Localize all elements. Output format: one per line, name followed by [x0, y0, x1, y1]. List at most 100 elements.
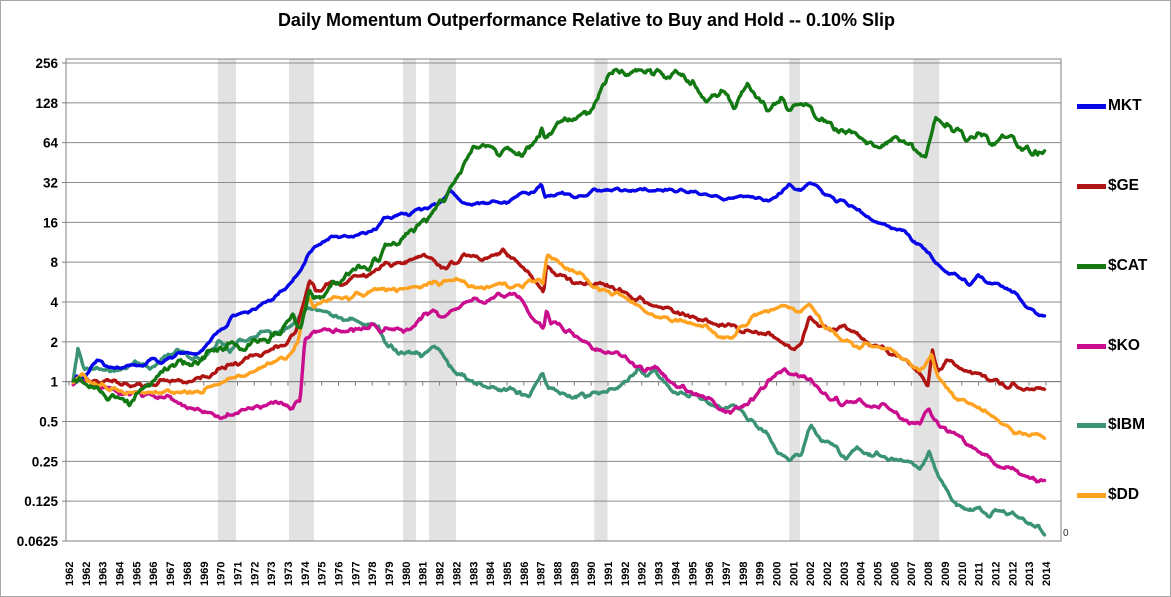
legend-line-swatch — [1077, 343, 1106, 349]
legend-label: MKT — [1108, 97, 1142, 114]
x-tick-label: 2012 — [991, 562, 1003, 586]
x-tick-label: 1978 — [367, 562, 379, 586]
x-tick-label: 1966 — [148, 562, 160, 586]
x-tick-label: 1964 — [115, 561, 127, 586]
x-tick-label: 1982 — [435, 562, 447, 586]
x-tick-label: 2008 — [923, 562, 935, 586]
x-tick-label: 1993 — [654, 562, 666, 586]
x-tick-label: 1999 — [755, 562, 767, 586]
legend-label: $GE — [1108, 177, 1140, 194]
legend-line-swatch — [1077, 103, 1106, 109]
y-tick-label: 64 — [43, 136, 59, 151]
x-tick-label: 1986 — [519, 562, 531, 586]
plot-border — [65, 58, 1062, 542]
axis-corner-label: 0 — [1063, 528, 1069, 539]
recession-band — [594, 59, 608, 541]
x-tick-label: 1979 — [384, 562, 396, 586]
series-line-MKT — [71, 181, 1047, 385]
x-tick-label: 1995 — [687, 562, 699, 586]
x-tick-label: 1968 — [182, 562, 194, 586]
y-tick-label: 4 — [50, 295, 58, 310]
x-tick-label: 1973 — [266, 562, 278, 586]
legend-item-ge: $GE — [1077, 177, 1139, 195]
y-tick-label: 0.0625 — [17, 534, 59, 549]
x-tick-label: 1982 — [451, 562, 463, 586]
x-tick-label: 1992 — [637, 562, 649, 586]
legend-label: $KO — [1108, 337, 1140, 354]
legend-label: $CAT — [1108, 257, 1148, 274]
x-tick-label: 1985 — [502, 562, 514, 586]
legend-label: $DD — [1108, 486, 1140, 503]
legend-line-swatch — [1077, 422, 1106, 428]
x-tick-label: 2013 — [1024, 562, 1036, 586]
x-tick-label: 1987 — [536, 562, 548, 586]
y-tick-label: 1 — [50, 375, 58, 390]
y-tick-label: 0.5 — [39, 415, 58, 430]
x-tick-label: 1997 — [721, 562, 733, 586]
legend-line-swatch — [1077, 183, 1106, 189]
series-line-GE — [71, 247, 1047, 392]
x-tick-label: 1962 — [81, 562, 93, 586]
x-tick-label: 1984 — [485, 561, 497, 586]
y-tick-label: 256 — [35, 56, 58, 71]
x-tick-label: 2014 — [1041, 561, 1053, 586]
legend-line-swatch — [1077, 263, 1106, 269]
x-tick-label: 1990 — [586, 562, 598, 586]
series-line-CAT — [71, 67, 1047, 408]
x-tick-label: 1970 — [216, 562, 228, 586]
x-tick-label: 1973 — [283, 562, 295, 586]
legend-label: $IBM — [1108, 416, 1146, 433]
x-tick-label: 2003 — [839, 562, 851, 586]
y-tick-label: 128 — [35, 96, 58, 111]
x-tick-label: 2012 — [1007, 562, 1019, 586]
x-tick-label: 2002 — [805, 562, 817, 586]
x-tick-label: 2002 — [822, 562, 834, 586]
recession-band — [403, 59, 417, 541]
legend-item-dd: $DD — [1077, 486, 1139, 504]
x-tick-label: 1967 — [165, 562, 177, 586]
x-tick-label: 1989 — [569, 562, 581, 586]
x-tick-label: 2004 — [856, 561, 868, 586]
y-tick-label: 0.125 — [24, 494, 58, 509]
y-tick-label: 8 — [50, 255, 58, 270]
x-tick-label: 1994 — [670, 561, 682, 586]
series-line-DD — [71, 253, 1047, 440]
x-tick-label: 1983 — [468, 562, 480, 586]
x-tick-label: 1977 — [350, 562, 362, 586]
legend-item-ko: $KO — [1077, 337, 1140, 355]
x-tick-label: 1998 — [738, 562, 750, 586]
legend-item-mkt: MKT — [1077, 97, 1142, 115]
x-tick-label: 1975 — [317, 562, 329, 586]
x-tick-label: 1988 — [553, 562, 565, 586]
recession-band — [789, 59, 800, 541]
x-tick-label: 1974 — [300, 561, 312, 586]
x-tick-label: 1981 — [418, 562, 430, 586]
recession-band — [218, 59, 236, 541]
x-tick-label: 1965 — [131, 562, 143, 586]
x-tick-label: 1963 — [98, 562, 110, 586]
x-tick-label: 2010 — [957, 562, 969, 586]
x-tick-label: 1972 — [249, 562, 261, 586]
x-tick-label: 2011 — [974, 562, 986, 586]
legend-line-swatch — [1077, 492, 1106, 498]
y-tick-label: 16 — [43, 215, 59, 230]
x-tick-label: 1969 — [199, 562, 211, 586]
x-tick-label: 1996 — [704, 562, 716, 586]
x-tick-label: 1992 — [620, 562, 632, 586]
x-tick-label: 2006 — [889, 562, 901, 586]
recession-band — [429, 59, 457, 541]
x-tick-label: 1980 — [401, 562, 413, 586]
y-tick-label: 2 — [50, 335, 58, 350]
series-line-KO — [71, 291, 1047, 484]
legend-item-ibm: $IBM — [1077, 416, 1145, 434]
y-tick-label: 32 — [43, 176, 58, 191]
x-tick-label: 2001 — [788, 562, 800, 586]
legend-item-cat: $CAT — [1077, 257, 1147, 275]
chart-title: Daily Momentum Outperformance Relative t… — [277, 10, 896, 30]
x-tick-label: 1976 — [334, 562, 346, 586]
x-tick-label: 2009 — [940, 562, 952, 586]
x-tick-label: 2000 — [772, 562, 784, 586]
x-tick-label: 2007 — [906, 562, 918, 586]
